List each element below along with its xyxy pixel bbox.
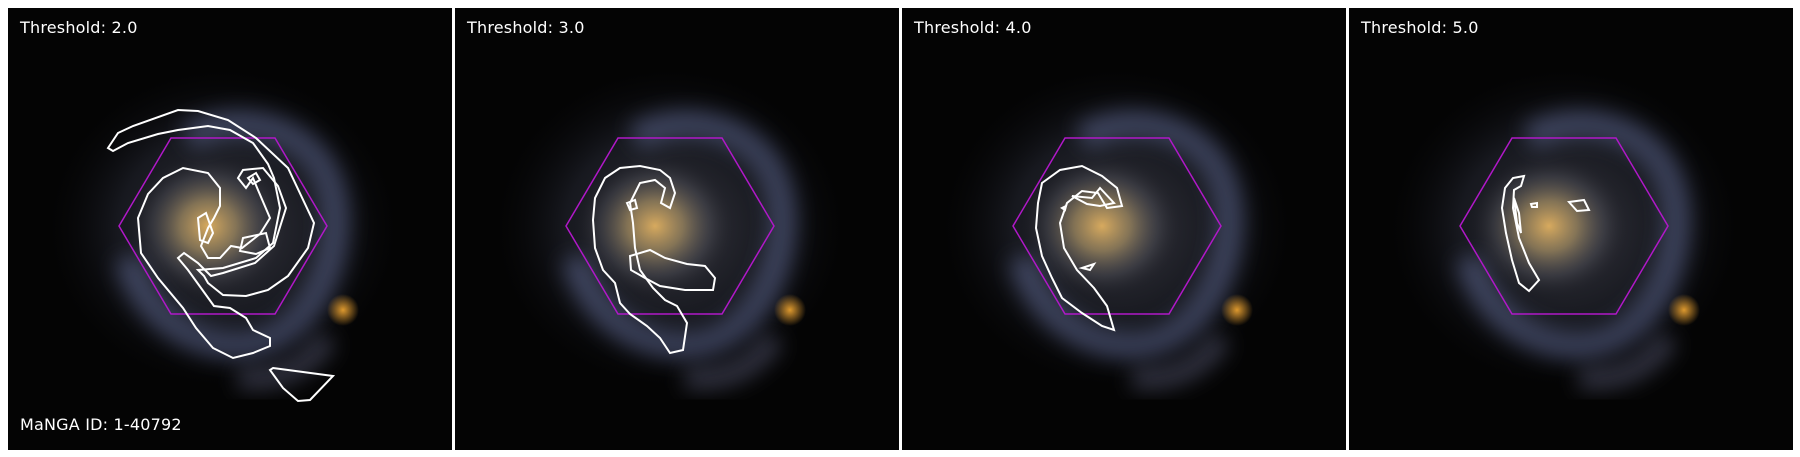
- hexagon-footprint: [1459, 137, 1669, 315]
- threshold-label: Threshold: 3.0: [467, 18, 585, 37]
- panel-threshold-2: Threshold: 2.0 MaNGA ID: 1-40792: [8, 8, 452, 450]
- contour-lines: [106, 108, 336, 403]
- threshold-label: Threshold: 5.0: [1361, 18, 1479, 37]
- panel-threshold-4: Threshold: 4.0: [902, 8, 1346, 450]
- threshold-label: Threshold: 2.0: [20, 18, 138, 37]
- hexagon-footprint: [118, 137, 328, 315]
- galaxy-image: [8, 8, 452, 450]
- threshold-label: Threshold: 4.0: [914, 18, 1032, 37]
- contour-lines: [1034, 164, 1124, 332]
- galaxy-image: [455, 8, 899, 450]
- galaxy-image: [1349, 8, 1793, 450]
- manga-id-label: MaNGA ID: 1-40792: [20, 415, 182, 434]
- hexagon-footprint: [565, 137, 775, 315]
- contour-lines: [591, 164, 717, 355]
- galaxy-image: [902, 8, 1346, 450]
- contour-lines: [1500, 174, 1591, 293]
- panel-threshold-5: Threshold: 5.0: [1349, 8, 1793, 450]
- hexagon-footprint: [1012, 137, 1222, 315]
- panel-threshold-3: Threshold: 3.0: [455, 8, 899, 450]
